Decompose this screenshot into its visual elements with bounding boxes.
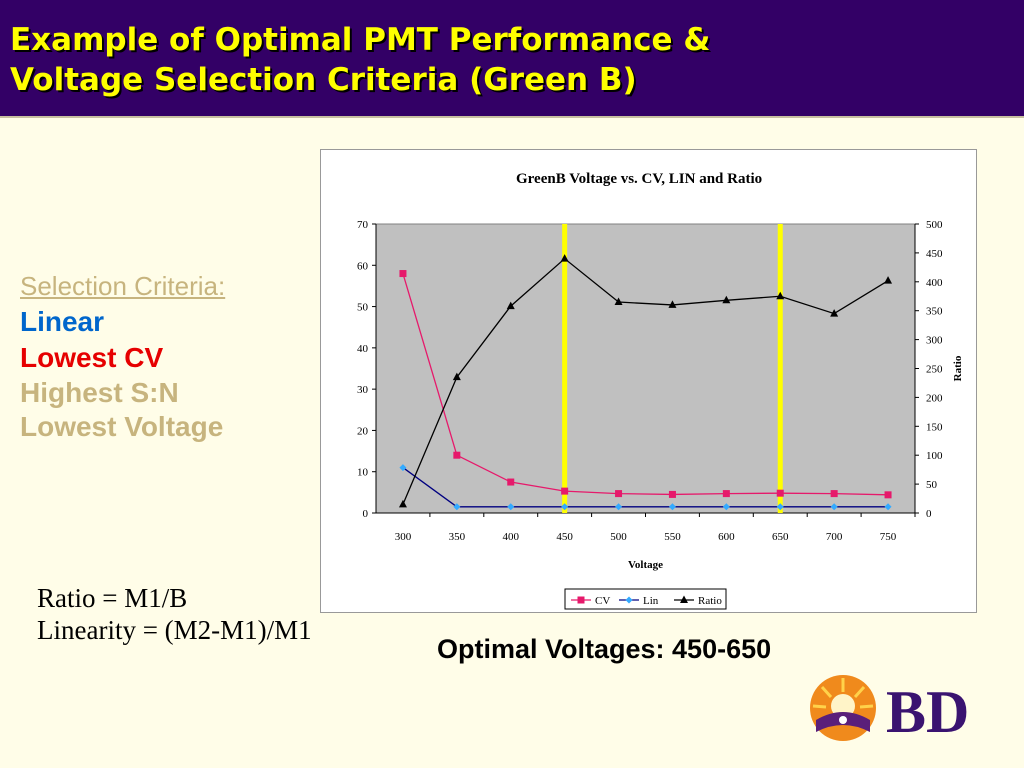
right-tick-label: 50 xyxy=(926,479,938,491)
criteria-item-highest-sn: Highest S:N xyxy=(20,377,179,408)
legend: CV Lin Ratio xyxy=(564,588,727,610)
right-axis-label: Ratio xyxy=(952,355,964,381)
x-tick-label: 350 xyxy=(449,531,466,543)
series-line-cv xyxy=(402,273,889,496)
right-tick-label: 250 xyxy=(926,364,943,376)
right-tick-label: 0 xyxy=(926,508,932,520)
x-tick-label: 400 xyxy=(503,531,520,543)
point-lin xyxy=(561,503,569,511)
x-tick-label: 300 xyxy=(395,531,412,543)
formula-ratio: Ratio = M1/B xyxy=(37,583,188,613)
left-tick-label: 10 xyxy=(357,467,369,479)
right-tick-label: 400 xyxy=(926,277,943,289)
title-bar: Example of Optimal PMT Performance & Vol… xyxy=(0,0,1024,118)
point-lin xyxy=(615,503,623,511)
point-ratio xyxy=(884,276,893,284)
criteria-item-lowest-cv: Lowest CV xyxy=(20,342,164,373)
point-ratio xyxy=(722,295,731,304)
point-ratio xyxy=(830,309,839,317)
chart-title: GreenB Voltage vs. CV, LIN and Ratio xyxy=(516,171,762,187)
criteria-item-linear: Linear xyxy=(20,306,105,337)
selection-criteria: Selection Criteria: Linear Lowest CV Hig… xyxy=(20,268,225,444)
point-ratio xyxy=(398,499,407,508)
point-cv xyxy=(561,487,569,495)
slide-title-line2: Voltage Selection Criteria (Green B) xyxy=(10,62,637,98)
bd-logo-text: BD xyxy=(886,679,969,744)
slide-title: Example of Optimal PMT Performance & Vol… xyxy=(10,20,1010,100)
point-ratio xyxy=(506,301,515,310)
x-tick-label: 750 xyxy=(880,531,897,543)
legend-label-lin: Lin xyxy=(643,595,659,607)
point-cv xyxy=(668,490,676,498)
x-tick-label: 500 xyxy=(610,531,627,543)
legend-box xyxy=(564,588,727,610)
x-tick-label: 650 xyxy=(772,531,789,543)
legend-marker-cv xyxy=(577,596,585,604)
left-tick-label: 30 xyxy=(357,384,369,396)
left-tick-label: 60 xyxy=(357,260,369,272)
left-tick-label: 50 xyxy=(357,302,369,314)
sun-emblem-icon xyxy=(810,675,876,741)
point-cv xyxy=(884,491,892,499)
point-cv xyxy=(722,490,730,498)
legend-label-cv: CV xyxy=(595,595,610,607)
right-tick-label: 200 xyxy=(926,392,943,404)
point-ratio xyxy=(452,372,461,381)
legend-marker-lin xyxy=(625,596,633,604)
point-ratio xyxy=(560,254,569,262)
point-ratio xyxy=(776,291,785,300)
point-ratio xyxy=(668,300,677,308)
right-tick-label: 450 xyxy=(926,248,943,260)
point-cv xyxy=(776,489,784,497)
x-tick-label: 550 xyxy=(664,531,681,543)
plot-area xyxy=(375,223,916,514)
series-line-ratio xyxy=(402,257,889,505)
chart-container: GreenB Voltage vs. CV, LIN and Ratio 0 10 2… xyxy=(320,149,977,613)
left-tick-label: 70 xyxy=(357,219,369,231)
right-tick-label: 100 xyxy=(926,450,943,462)
x-axis-label: Voltage xyxy=(628,559,663,571)
right-tick-label: 300 xyxy=(926,335,943,347)
criteria-heading: Selection Criteria: xyxy=(20,271,226,301)
point-lin xyxy=(776,503,784,511)
x-tick-label: 700 xyxy=(826,531,843,543)
left-tick-label: 20 xyxy=(357,425,369,437)
left-tick-label: 40 xyxy=(357,343,369,355)
point-cv xyxy=(615,490,623,498)
point-lin xyxy=(884,503,892,511)
point-lin xyxy=(399,464,407,472)
point-cv xyxy=(507,478,515,486)
point-cv xyxy=(830,490,838,498)
formula-linearity: Linearity = (M2-M1)/M1 xyxy=(37,615,312,645)
legend-marker-ratio xyxy=(680,595,688,603)
formulas: Ratio = M1/B Linearity = (M2-M1)/M1 xyxy=(37,582,312,646)
point-ratio xyxy=(614,297,623,306)
chart: GreenB Voltage vs. CV, LIN and Ratio 0 10 2… xyxy=(357,171,964,610)
bd-logo: BD xyxy=(810,675,969,744)
left-tick-label: 0 xyxy=(363,508,369,520)
point-lin xyxy=(668,503,676,511)
point-lin xyxy=(722,503,730,511)
right-tick-label: 150 xyxy=(926,421,943,433)
x-tick-label: 450 xyxy=(556,531,573,543)
point-cv xyxy=(453,451,461,459)
point-lin xyxy=(453,503,461,511)
x-tick-label: 600 xyxy=(718,531,735,543)
legend-label-ratio: Ratio xyxy=(698,595,722,607)
series-line-lin xyxy=(402,467,889,508)
right-tick-label: 500 xyxy=(926,219,943,231)
optimal-voltages-text: Optimal Voltages: 450-650 xyxy=(437,634,772,664)
point-lin xyxy=(830,503,838,511)
point-lin xyxy=(507,503,515,511)
right-tick-label: 350 xyxy=(926,306,943,318)
slide-title-line1: Example of Optimal PMT Performance & xyxy=(10,22,711,58)
criteria-item-lowest-voltage: Lowest Voltage xyxy=(20,411,224,442)
point-cv xyxy=(399,270,407,278)
